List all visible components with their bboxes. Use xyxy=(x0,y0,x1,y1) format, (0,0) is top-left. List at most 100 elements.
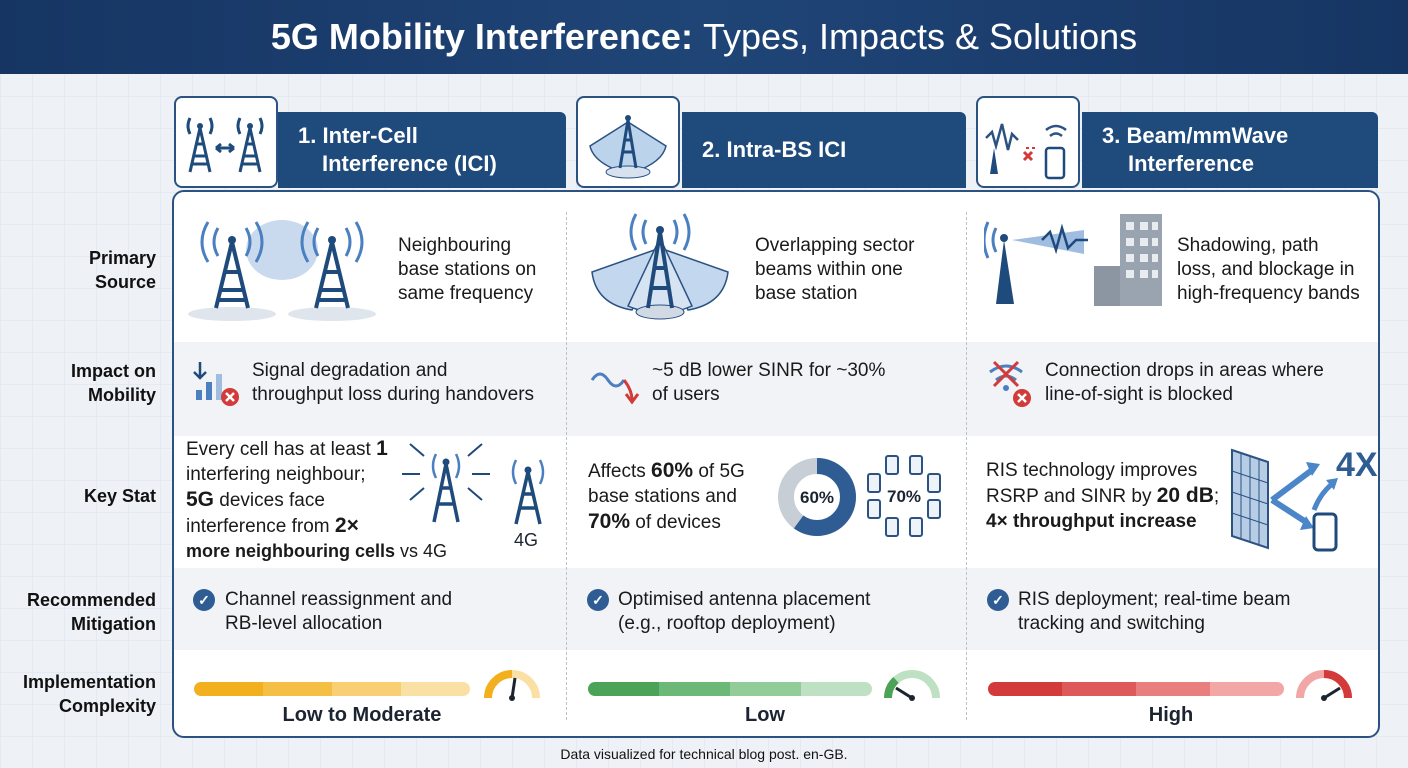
ici-header: 1. Inter-Cell Interference (ICI) xyxy=(278,112,566,188)
ici-impact-l1: Signal degradation and xyxy=(252,360,448,381)
ici-stat-c-bold: 5G xyxy=(186,488,215,511)
signal-drop-icon xyxy=(193,362,239,406)
row-label-source: Primary Source xyxy=(0,246,156,294)
beam-source-text: Shadowing, path loss, and blockage in hi… xyxy=(1177,234,1360,306)
intra-impact-l1: ~5 dB lower SINR for ~30% xyxy=(652,360,886,381)
ici-source-l2: base stations on xyxy=(398,259,537,280)
column-divider xyxy=(966,212,967,720)
ici-stat-e: vs 4G xyxy=(395,541,448,561)
4g-tower-label: 4G xyxy=(514,530,539,550)
ici-source-l1: Neighbouring xyxy=(398,235,512,256)
beam-mitigation-text: RIS deployment; real-time beam tracking … xyxy=(1018,588,1290,636)
ici-header-line2: Interference (ICI) xyxy=(322,151,497,176)
ici-stat-b: interfering neighbour; xyxy=(186,464,366,485)
impact-row-band xyxy=(174,342,1378,436)
check-circle-icon: ✓ xyxy=(587,589,609,611)
title-bold: 5G Mobility Interference: xyxy=(270,16,693,57)
ici-complexity-gauge-icon xyxy=(484,670,540,701)
beam-stat-a: RIS technology improves xyxy=(986,460,1198,481)
beam-stat-b-bold: 20 dB xyxy=(1156,484,1214,507)
4x-badge: 4X xyxy=(1336,446,1378,484)
intra-stat-c: of devices xyxy=(630,512,721,533)
beam-complexity-label: High xyxy=(1148,704,1194,726)
sinr-drop-wave-icon xyxy=(590,372,640,405)
ici-stat-a: Every cell has at least xyxy=(186,439,377,460)
row-label-mitigation-l2: Mitigation xyxy=(71,614,156,634)
intra-mitigation-text: Optimised antenna placement (e.g., rooft… xyxy=(618,588,870,636)
beam-complexity-gauge-icon xyxy=(1296,670,1352,701)
mitigation-row-band xyxy=(174,568,1378,650)
beam-mitigation-l2: tracking and switching xyxy=(1018,613,1205,634)
ici-mitigation-text: Channel reassignment and RB-level alloca… xyxy=(225,588,452,636)
surrounded-tower-icon xyxy=(402,443,490,523)
mmwave-blockage-icon xyxy=(985,123,1067,180)
beam-header-icon-card xyxy=(976,96,1080,188)
footer-note: Data visualized for technical blog post.… xyxy=(560,746,848,762)
donut-value-arc xyxy=(778,458,856,536)
intra-impact-text: ~5 dB lower SINR for ~30% of users xyxy=(652,359,885,407)
intra-source-text: Overlapping sector beams within one base… xyxy=(755,234,914,306)
ici-impact-text: Signal degradation and throughput loss d… xyxy=(252,359,534,407)
comparison-panel xyxy=(172,190,1380,738)
ici-source-l3: same frequency xyxy=(398,283,534,304)
intra-mitigation-l2: (e.g., rooftop deployment) xyxy=(618,613,836,634)
4g-tower-icon xyxy=(511,459,545,525)
ici-stat-d: interference from xyxy=(186,516,335,537)
beam-stat-b2: ; xyxy=(1213,486,1220,507)
ici-header-line1: 1. Inter-Cell xyxy=(298,123,418,148)
60-percent-donut: 60% xyxy=(778,458,856,536)
intra-stat-a-bold: 60% xyxy=(651,459,694,482)
intra-stat-c-bold: 70% xyxy=(588,510,631,533)
ici-stat-c: devices face xyxy=(214,490,325,511)
title-rest: Types, Impacts & Solutions xyxy=(702,16,1138,57)
beam-header: 3. Beam/mmWave Interference xyxy=(1082,112,1378,188)
check-circle-icon: ✓ xyxy=(987,589,1009,611)
intra-complexity-bar xyxy=(588,682,872,696)
beam-stat-c-bold: 4× throughput increase xyxy=(986,511,1197,532)
beam-complexity-bar xyxy=(988,682,1284,696)
ris-panel-icon: 4X xyxy=(1231,446,1378,552)
row-label-mitigation-l1: Recommended xyxy=(26,590,156,610)
intra-header-icon-card xyxy=(576,96,680,188)
no-signal-icon xyxy=(989,360,1031,407)
row-label-stat-l1: Key Stat xyxy=(83,486,156,506)
intra-impact-l2: of users xyxy=(652,384,720,405)
title-banner: 5G Mobility Interference: Types, Impacts… xyxy=(0,0,1408,74)
intra-mitigation-l1: Optimised antenna placement xyxy=(618,589,871,610)
intra-source-l1: Overlapping sector xyxy=(755,235,915,256)
ici-stat-text: Every cell has at least 1 interfering ne… xyxy=(186,436,447,564)
intra-header-line1: 2. Intra-BS ICI xyxy=(702,137,847,162)
row-label-stat: Key Stat xyxy=(0,484,156,508)
intra-source-l2: beams within one xyxy=(755,259,903,280)
beam-source-l1: Shadowing, path xyxy=(1177,235,1319,256)
ici-stat-a-bold: 1 xyxy=(376,437,388,460)
intra-source-l3: base station xyxy=(755,283,858,304)
sector-beam-icon xyxy=(589,115,667,179)
beam-mitigation-l1: RIS deployment; real-time beam xyxy=(1018,589,1291,610)
intra-stat-a2: of 5G xyxy=(693,461,745,482)
mmwave-blockage-building-icon xyxy=(984,214,1162,306)
tower-pair-icon xyxy=(186,117,264,173)
ici-mitigation-l2: RB-level allocation xyxy=(225,613,383,634)
check-circle-icon: ✓ xyxy=(193,589,215,611)
row-label-complexity-l1: Implementation xyxy=(22,672,156,692)
intra-header: 2. Intra-BS ICI xyxy=(682,112,966,188)
sector-beams-icon xyxy=(591,213,729,320)
row-label-complexity: Implementation Complexity xyxy=(0,670,156,718)
column-divider xyxy=(566,212,567,720)
row-label-source-l2: Source xyxy=(94,272,156,292)
row-label-impact-l1: Impact on xyxy=(70,361,156,381)
beam-source-l2: loss, and blockage in xyxy=(1177,259,1355,280)
devices-label: 70% xyxy=(887,487,921,506)
row-label-mitigation: Recommended Mitigation xyxy=(0,588,156,636)
row-label-impact-l2: Mobility xyxy=(88,385,156,405)
intra-stat-text: Affects 60% of 5G base stations and 70% … xyxy=(588,458,745,535)
ici-mitigation-l1: Channel reassignment and xyxy=(225,589,453,610)
intra-stat-b: base stations and xyxy=(588,486,737,507)
devices-ring-icon: 70% xyxy=(867,455,941,537)
beam-header-line2: Interference xyxy=(1128,151,1254,176)
intra-stat-a: Affects xyxy=(588,461,652,482)
ici-impact-l2: throughput loss during handovers xyxy=(252,384,535,405)
row-label-impact: Impact on Mobility xyxy=(0,359,156,407)
donut-label: 60% xyxy=(800,488,834,507)
